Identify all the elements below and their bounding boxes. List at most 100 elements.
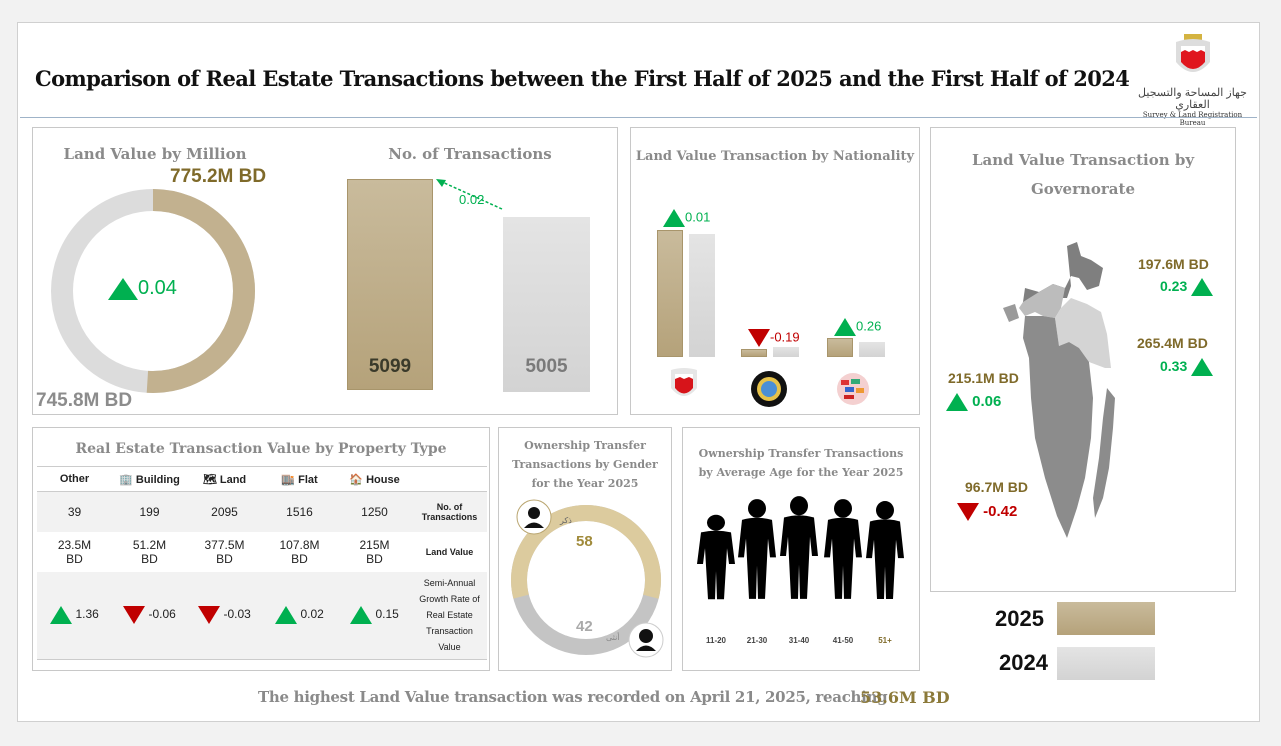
logo-text: Survey & Land Registration Bureau (1142, 111, 1243, 127)
land-value-2025: 775.2M BD (170, 166, 267, 187)
table-row: 39 199 2095 1516 1250 No. of Transactions (37, 491, 487, 532)
down-arrow-icon (198, 606, 221, 625)
bar-other-2025 (827, 337, 853, 357)
col-house: 🏠 House (337, 467, 412, 492)
growth-value: 0.06 (972, 393, 1002, 410)
growth-value: -0.03 (223, 607, 251, 622)
transactions-growth: 0.02 (459, 192, 485, 207)
cell: 39 (67, 504, 82, 519)
cell: 2095 (211, 504, 238, 519)
col-building: 🏢 Building (112, 467, 187, 492)
flat-icon: 🏬 (281, 473, 296, 486)
female-avatar-icon (628, 622, 664, 658)
cell: 199 (139, 504, 160, 519)
growth-value: -0.19 (770, 329, 800, 345)
transactions-2024-label: 5005 (525, 356, 568, 377)
age-group-label: 31-40 (788, 636, 810, 645)
gender-donut (511, 505, 661, 655)
land-value-title: Land Value by Million (63, 145, 247, 163)
col-flat: 🏬 Flat (262, 467, 337, 492)
transactions-title: No. of Transactions (388, 145, 552, 163)
growth-value: 0.02 (300, 607, 324, 622)
legend-2024-swatch (1057, 647, 1155, 680)
cell: 51.2M BD (132, 537, 167, 566)
col-blank (412, 467, 487, 492)
bar-bahraini-2024 (689, 233, 715, 357)
gov-growth-2: 0.33 (1160, 358, 1214, 377)
gov-value-1: 197.6M BD (1138, 256, 1209, 272)
footer-text: The highest Land Value transaction was r… (258, 688, 888, 706)
cell: -0.03 (187, 572, 262, 660)
page-title: Comparison of Real Estate Transactions b… (35, 66, 1130, 91)
person-silhouette-icon (780, 496, 818, 599)
land-value-2024: 745.8M BD (36, 390, 133, 411)
gov-value-2: 265.4M BD (1137, 335, 1208, 351)
cell: 1250 (361, 504, 388, 519)
footer-value: 53.6M BD (860, 688, 950, 707)
growth-value: 0.15 (375, 607, 399, 622)
up-arrow-icon (50, 606, 73, 625)
governorate-southern (1023, 316, 1093, 538)
down-arrow-icon (748, 329, 770, 347)
down-arrow-icon (123, 606, 146, 625)
person-silhouette-icon (824, 499, 862, 599)
gov-value-4: 96.7M BD (965, 479, 1029, 495)
property-table: Other 🏢 Building 🗺 Land 🏬 Flat 🏠 House 3… (37, 466, 487, 660)
nationality-growth-bahraini: 0.01 (663, 209, 710, 227)
up-arrow-icon (834, 318, 856, 336)
land-value-growth: 0.04 (108, 277, 177, 300)
up-arrow-icon (1191, 358, 1214, 377)
cell: 1516 (286, 504, 313, 519)
person-silhouette-icon (738, 499, 776, 599)
legend-2024-label: 2024 (999, 650, 1048, 675)
gov-growth-3: 0.06 (946, 393, 1002, 412)
cell: -0.06 (112, 572, 187, 660)
col-label: Flat (298, 473, 318, 486)
bahrain-emblem-icon (1175, 34, 1210, 72)
person-silhouette-icon (697, 514, 735, 600)
cell: 377.5M BD (204, 537, 245, 566)
transactions-bar-2025 (347, 179, 433, 390)
cell: 0.02 (262, 572, 337, 660)
legend-2025-swatch (1057, 602, 1155, 635)
bahrain-emblem-icon (671, 368, 697, 396)
gender-title: Ownership Transfer Transactions by Gende… (512, 439, 658, 490)
logo: جهاز المساحة والتسجيل العقاري Survey & L… (1130, 32, 1255, 127)
umm-nasan-island (1003, 304, 1019, 322)
up-arrow-icon (1191, 278, 1214, 297)
up-arrow-icon (108, 277, 138, 300)
growth-value: 1.36 (75, 607, 99, 622)
land-value-donut (51, 189, 255, 393)
growth-value: 0.33 (1160, 358, 1188, 374)
property-panel (32, 427, 490, 671)
building-icon: 🏢 (119, 473, 133, 486)
male-avatar-icon (516, 499, 552, 535)
male-label: ذكر (560, 516, 572, 525)
col-land: 🗺 Land (187, 467, 262, 492)
col-label: House (366, 473, 400, 486)
gov-growth-4: -0.42 (957, 503, 1018, 522)
nationality-title: Land Value Transaction by Nationality (635, 149, 915, 164)
nationality-growth-gcc: -0.19 (748, 329, 800, 347)
age-group-label: 21-30 (746, 636, 768, 645)
growth-value: 0.23 (1160, 278, 1188, 294)
governorate-northern (1019, 284, 1065, 318)
growth-arrow-icon (436, 179, 503, 210)
governorate-muharraq (1055, 298, 1111, 368)
bar-bahraini-2025 (657, 230, 683, 357)
male-value: 58 (576, 533, 593, 550)
bar-gcc-2025 (741, 349, 767, 357)
gcc-emblem-icon (751, 371, 787, 407)
property-title: Real Estate Transaction Value by Propert… (75, 441, 447, 457)
col-other: Other (59, 473, 90, 485)
growth-value: -0.42 (983, 503, 1018, 520)
person-silhouette-icon (866, 501, 904, 599)
age-group-label: 41-50 (832, 636, 854, 645)
female-label: أنثى (606, 633, 620, 642)
age-group-label: 11-20 (705, 636, 727, 645)
transactions-bar-2024 (503, 217, 590, 392)
up-arrow-icon (946, 393, 968, 412)
female-value: 42 (576, 618, 593, 635)
growth-value: 0.26 (856, 318, 882, 334)
cell: 1.36 (37, 572, 112, 660)
